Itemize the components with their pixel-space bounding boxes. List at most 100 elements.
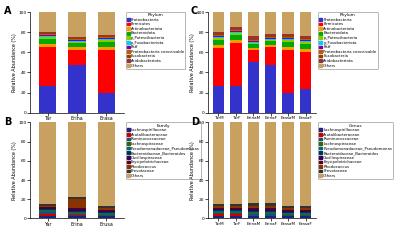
- Bar: [98, 37, 115, 38]
- Bar: [213, 213, 224, 214]
- Bar: [248, 208, 259, 209]
- Bar: [248, 36, 259, 39]
- Bar: [213, 211, 224, 212]
- Bar: [68, 208, 86, 209]
- Bar: [265, 216, 276, 218]
- Bar: [248, 211, 259, 212]
- Bar: [282, 211, 294, 212]
- Bar: [213, 86, 224, 113]
- Bar: [265, 209, 276, 211]
- Bar: [98, 215, 115, 216]
- Bar: [300, 213, 311, 214]
- Bar: [68, 11, 86, 37]
- Bar: [68, 66, 86, 113]
- Bar: [98, 42, 115, 47]
- Bar: [248, 203, 259, 206]
- Bar: [300, 122, 311, 206]
- Bar: [39, 211, 56, 212]
- Bar: [248, 40, 259, 41]
- Bar: [282, 34, 294, 36]
- Bar: [282, 208, 294, 210]
- Legend: Lachnospirillaceae, Acutalibacteraceae, Ruminococcaceae, Lachnospiraceae, Pseudo: Lachnospirillaceae, Acutalibacteraceae, …: [126, 122, 201, 179]
- Bar: [300, 216, 311, 218]
- Bar: [300, 212, 311, 213]
- Bar: [248, 209, 259, 211]
- Bar: [213, 206, 224, 208]
- Bar: [265, 34, 276, 36]
- Bar: [230, 30, 242, 31]
- Bar: [39, 37, 56, 39]
- Bar: [213, 12, 224, 32]
- Bar: [68, 199, 86, 208]
- Bar: [39, 122, 56, 204]
- Bar: [213, 40, 224, 45]
- Bar: [265, 36, 276, 37]
- Bar: [39, 212, 56, 214]
- Bar: [230, 35, 242, 40]
- Legend: Proteobacteria, Firmicutes, Actinobacteriota, Bacteroidota, p_Patescibacteria, p: Proteobacteria, Firmicutes, Actinobacter…: [126, 12, 185, 69]
- Bar: [39, 209, 56, 210]
- Bar: [265, 37, 276, 38]
- Bar: [98, 122, 115, 206]
- Bar: [265, 41, 276, 45]
- Bar: [230, 209, 242, 210]
- Bar: [68, 37, 86, 38]
- Bar: [300, 206, 311, 208]
- Bar: [300, 39, 311, 40]
- Bar: [230, 33, 242, 35]
- Y-axis label: Relative Abundance (%): Relative Abundance (%): [12, 33, 17, 92]
- Bar: [230, 12, 242, 27]
- Bar: [248, 12, 259, 36]
- Bar: [282, 39, 294, 40]
- Bar: [39, 86, 56, 113]
- Bar: [68, 213, 86, 214]
- Bar: [300, 42, 311, 44]
- Bar: [39, 207, 56, 208]
- Legend: Proteobacteria, Firmicutes, Actinobacteriota, Bacteroidota, p_Patescibacteria, p: Proteobacteria, Firmicutes, Actinobacter…: [318, 12, 378, 69]
- Bar: [230, 210, 242, 211]
- Bar: [282, 216, 294, 218]
- Bar: [68, 38, 86, 39]
- Bar: [230, 40, 242, 43]
- Bar: [282, 93, 294, 113]
- Y-axis label: Relative Abundance (%): Relative Abundance (%): [190, 33, 195, 92]
- Bar: [265, 66, 276, 113]
- Bar: [230, 27, 242, 29]
- Bar: [282, 206, 294, 208]
- Bar: [68, 197, 86, 199]
- Y-axis label: Relative Abundance (%): Relative Abundance (%): [190, 141, 195, 200]
- Bar: [39, 36, 56, 37]
- Bar: [248, 43, 259, 44]
- Bar: [39, 32, 56, 33]
- Bar: [300, 211, 311, 212]
- Bar: [282, 122, 294, 206]
- Bar: [282, 42, 294, 47]
- Bar: [265, 214, 276, 216]
- Bar: [282, 38, 294, 39]
- Bar: [68, 211, 86, 212]
- Bar: [39, 39, 56, 44]
- Bar: [213, 35, 224, 36]
- Bar: [230, 211, 242, 212]
- Bar: [68, 42, 86, 43]
- Bar: [248, 44, 259, 48]
- Bar: [68, 215, 86, 216]
- Bar: [39, 210, 56, 211]
- Bar: [230, 31, 242, 32]
- Bar: [265, 212, 276, 213]
- Bar: [248, 206, 259, 208]
- Bar: [68, 214, 86, 215]
- Bar: [282, 212, 294, 213]
- Bar: [248, 62, 259, 113]
- Bar: [39, 47, 56, 86]
- Bar: [282, 210, 294, 211]
- Bar: [213, 36, 224, 37]
- Bar: [98, 208, 115, 210]
- Bar: [248, 212, 259, 213]
- Bar: [265, 122, 276, 203]
- Bar: [300, 12, 311, 36]
- Bar: [213, 210, 224, 211]
- Bar: [265, 45, 276, 47]
- Text: C: C: [191, 6, 198, 16]
- Bar: [39, 34, 56, 35]
